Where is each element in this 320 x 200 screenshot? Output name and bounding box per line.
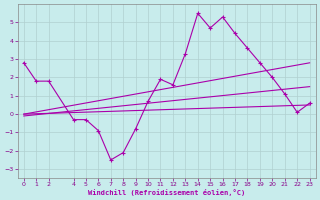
- X-axis label: Windchill (Refroidissement éolien,°C): Windchill (Refroidissement éolien,°C): [88, 189, 245, 196]
